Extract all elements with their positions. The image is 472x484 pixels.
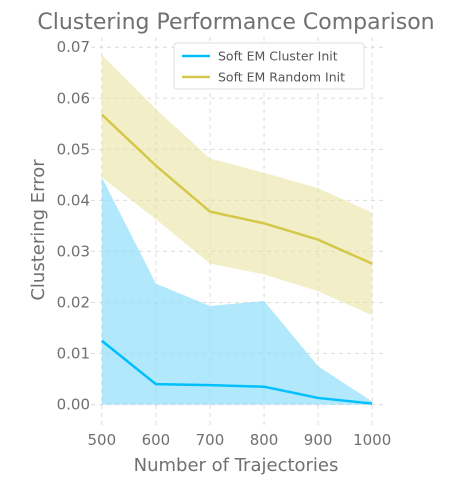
legend-label-cluster-init: Soft EM Cluster Init — [218, 49, 338, 64]
x-tick-label: 600 — [142, 431, 171, 449]
y-tick-label: 0.02 — [57, 293, 90, 311]
tick-layer: 500 600 700 800 900 1000 0.00 0.01 0.02 0.03 0.04 0… — [57, 38, 392, 449]
x-tick-label: 900 — [304, 431, 333, 449]
y-tick-label: 0.05 — [57, 140, 90, 158]
y-tick-label: 0.06 — [57, 89, 90, 107]
x-tick-label: 800 — [250, 431, 279, 449]
y-tick-label: 0.03 — [57, 242, 90, 260]
confidence-band-cluster-init — [101, 177, 373, 405]
legend-box — [173, 42, 365, 90]
y-tick-label: 0.00 — [57, 396, 90, 414]
line-layer — [100, 113, 373, 405]
legend: Soft EM Cluster Init Soft EM Random Init — [173, 42, 365, 90]
x-tick-label: 700 — [196, 431, 225, 449]
y-tick-label: 0.01 — [57, 345, 90, 363]
x-tick-label: 500 — [87, 431, 116, 449]
y-tick-label: 0.04 — [57, 191, 90, 209]
confidence-band-random-init — [101, 54, 373, 316]
series-line-cluster-init — [101, 339, 373, 405]
series-line-random-init — [100, 113, 373, 265]
legend-label-random-init: Soft EM Random Init — [218, 70, 345, 85]
x-axis-label: Number of Trajectories — [134, 455, 339, 476]
band-layer — [101, 54, 373, 405]
y-tick-label: 0.07 — [57, 38, 90, 56]
y-axis-label: Clustering Error — [28, 159, 49, 301]
x-tick-label: 1000 — [353, 431, 391, 449]
chart-title: Clustering Performance Comparison — [37, 10, 434, 35]
